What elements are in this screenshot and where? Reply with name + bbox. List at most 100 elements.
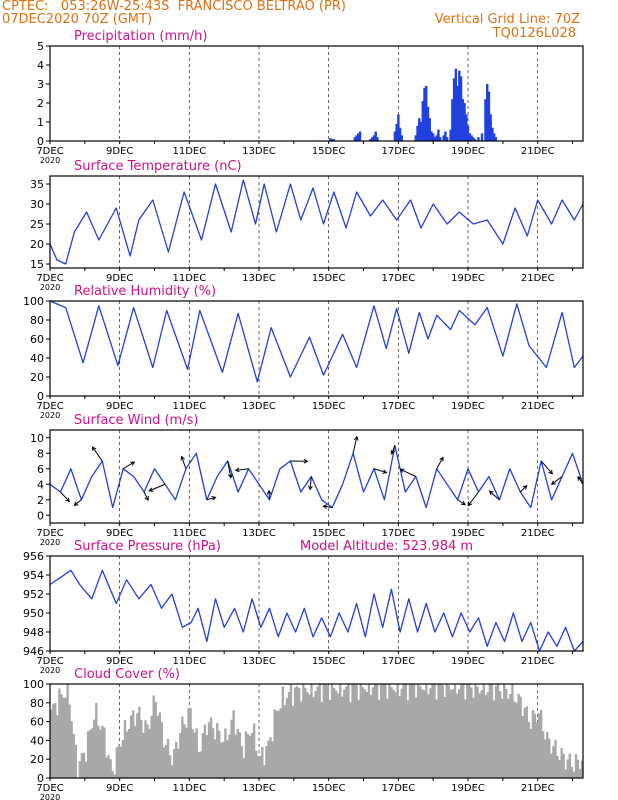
precip-bar — [466, 125, 470, 141]
x-tick-label: 17DEC — [381, 273, 415, 284]
cloud-bar — [562, 753, 565, 778]
cloud-bar — [302, 684, 305, 778]
cloud-bar — [236, 728, 239, 778]
cloud-bar — [216, 723, 219, 778]
x-year-label: 2020 — [40, 156, 60, 165]
x-tick-label: 11DEC — [172, 656, 206, 667]
cloud-bar — [146, 724, 149, 778]
cloud-bar — [293, 687, 297, 778]
precip-bar — [442, 135, 445, 141]
precip-bar — [477, 137, 480, 141]
precip-bar — [428, 118, 431, 141]
cloud-bar — [257, 756, 260, 778]
precip-bar — [432, 133, 435, 141]
wind-arrowhead — [467, 501, 473, 507]
y-tick-label: 80 — [30, 314, 44, 327]
x-tick-label: 19DEC — [451, 783, 485, 794]
cloud-bar — [242, 757, 246, 778]
cloud-bar — [513, 701, 516, 778]
cloud-bar — [322, 684, 325, 778]
run-date: 07DEC2020 70Z (GMT) — [2, 12, 153, 27]
wind-arrow — [122, 461, 135, 470]
precip-bar — [463, 103, 466, 141]
x-tick-label: 7DEC — [36, 146, 63, 157]
x-tick-label: 9DEC — [106, 273, 133, 284]
cloud-bar — [568, 753, 571, 778]
precip-bar — [395, 123, 398, 141]
precip-bar — [421, 101, 424, 141]
x-tick-label: 15DEC — [312, 401, 346, 412]
cloud-bar — [224, 728, 227, 778]
cloud-bar — [113, 774, 116, 778]
x-tick-label: 17DEC — [381, 401, 415, 412]
cloud-bar — [181, 716, 184, 778]
y-tick-label: 948 — [23, 626, 44, 639]
x-tick-label: 11DEC — [172, 528, 206, 539]
precip-bar — [416, 125, 419, 141]
cloud-bar — [392, 689, 395, 778]
x-tick-label: 21DEC — [521, 273, 555, 284]
cloud-bar — [451, 689, 455, 778]
x-tick-label: 19DEC — [451, 273, 485, 284]
precip-bar — [430, 131, 433, 141]
panel-frame — [49, 555, 584, 652]
cloud-bar — [507, 698, 510, 778]
wind-arrowhead — [130, 461, 136, 466]
station-header: CPTEC: 053:26W-25:43S FRANCISCO BELTRAO … — [2, 0, 346, 14]
panel-title: Surface Pressure (hPa) — [74, 539, 221, 554]
cloud-bar — [447, 685, 451, 778]
precip-bar — [418, 118, 421, 141]
cloud-bar — [408, 684, 412, 778]
wind-arrowhead — [548, 469, 553, 475]
precip-bar — [438, 137, 442, 141]
y-tick-label: 950 — [23, 607, 44, 620]
x-tick-label: 7DEC — [36, 656, 63, 667]
precip-bar — [437, 129, 440, 141]
cloud-bar — [255, 750, 258, 778]
y-tick-label: 5 — [37, 40, 44, 53]
cloud-bar — [148, 728, 151, 778]
cloud-bar — [537, 712, 541, 778]
cloud-bar — [115, 747, 118, 778]
cloud-bar — [490, 684, 494, 778]
cloud-bar — [142, 732, 145, 778]
cloud-bar — [259, 756, 262, 778]
cloud-bar — [517, 693, 520, 778]
wind-arrowhead — [228, 473, 233, 479]
cloud-bar — [80, 753, 84, 778]
cloud-bar — [486, 692, 489, 778]
x-tick-label: 13DEC — [242, 146, 276, 157]
precip-bar — [419, 122, 423, 141]
panel-frame — [49, 683, 584, 779]
cloud-bar — [414, 697, 418, 778]
series-line — [49, 179, 584, 265]
precip-bar — [357, 133, 360, 141]
cloud-bar — [64, 697, 67, 778]
precip-bar — [398, 127, 402, 141]
series-line — [49, 444, 584, 509]
wind-arrow — [309, 476, 312, 490]
wind-arrow — [551, 476, 563, 485]
precip-bar — [451, 99, 454, 141]
cloud-bar — [466, 684, 469, 778]
cloud-bar — [250, 733, 254, 778]
wind-arrowhead — [211, 496, 217, 501]
cloud-bar — [289, 684, 293, 778]
cloud-bar — [445, 684, 448, 778]
y-tick-label: 954 — [23, 569, 44, 582]
model-code: TQ0126L028 — [492, 26, 576, 41]
panel-title: Precipitation (mm/h) — [74, 29, 207, 44]
precip-bar — [465, 114, 468, 141]
cloud-bar — [402, 684, 405, 778]
cloud-bar — [185, 727, 188, 778]
y-tick-label: 0 — [37, 390, 44, 403]
cloud-bar — [431, 684, 434, 778]
wind-arrowhead — [73, 501, 79, 507]
cloud-bar — [332, 687, 336, 778]
cloud-bar — [384, 684, 387, 778]
wind-arrow — [74, 499, 82, 506]
x-tick-label: 9DEC — [106, 528, 133, 539]
wind-arrow — [400, 468, 416, 477]
cloud-bar — [314, 690, 317, 778]
